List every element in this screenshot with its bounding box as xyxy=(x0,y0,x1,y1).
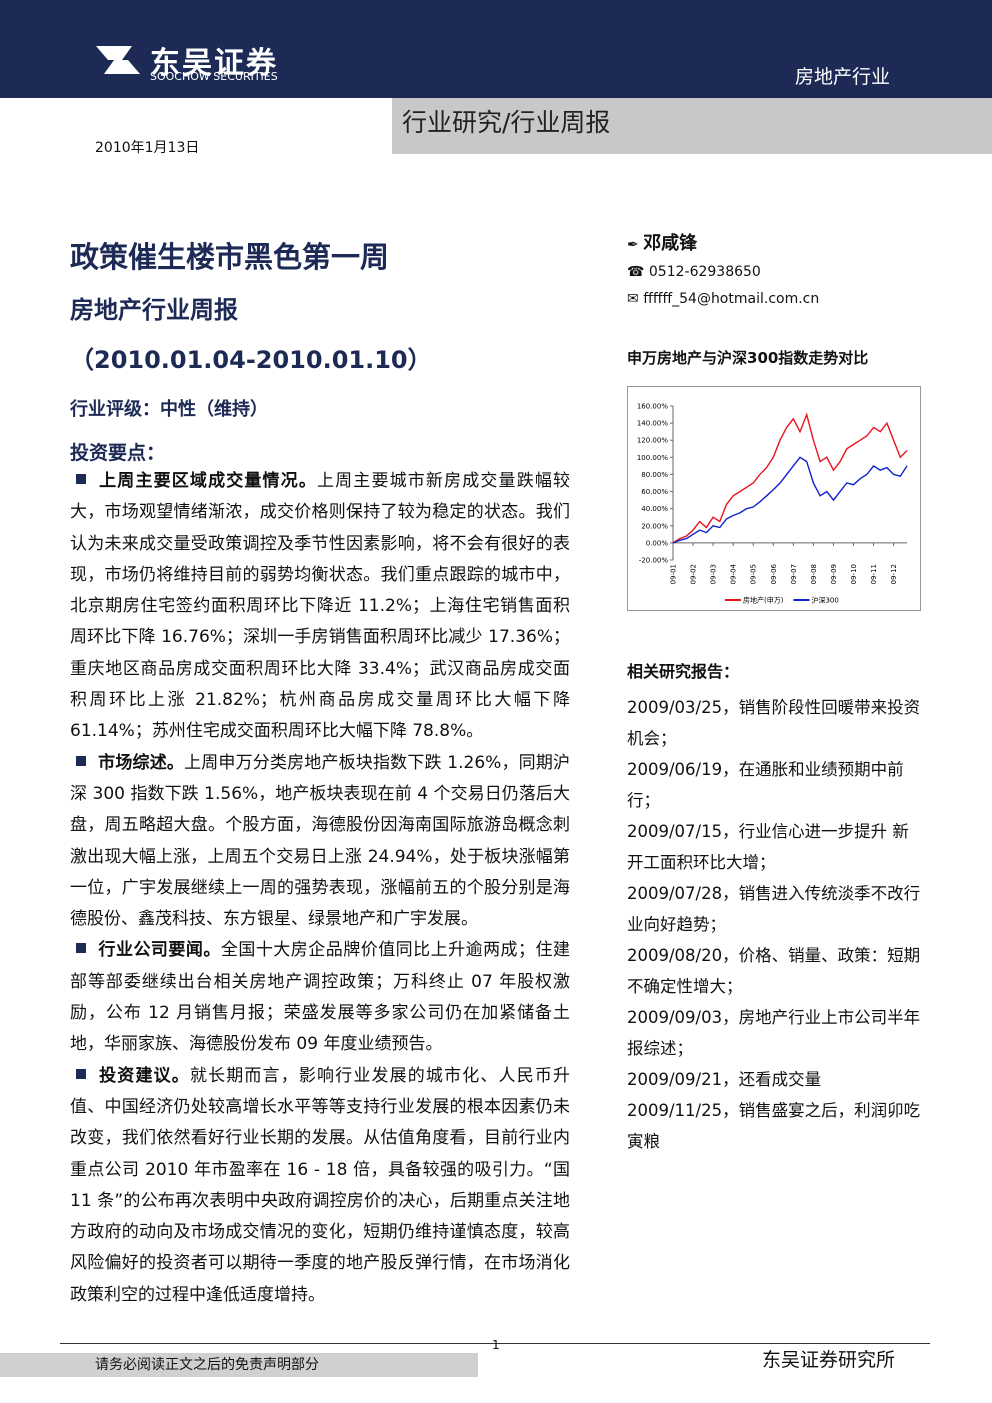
related-item: 2009/07/15，行业信心进一步提升 新开工面积环比大增； xyxy=(627,822,909,872)
x-tick-label: 09-08 xyxy=(810,564,818,584)
bullet xyxy=(76,755,86,766)
x-tick-label: 09-04 xyxy=(730,563,738,584)
legend-label: 房地产(申万) xyxy=(743,596,784,605)
y-tick-label: -20.00% xyxy=(639,557,669,565)
chart-frame xyxy=(627,386,921,611)
chart-title: 申万房地产与沪深300指数走势对比 xyxy=(627,349,869,367)
x-tick-label: 09-05 xyxy=(750,564,758,584)
y-tick-label: 160.00% xyxy=(637,403,668,411)
disclaimer: 请务必阅读正文之后的免责声明部分 xyxy=(0,1353,478,1377)
chart: -20.00% 0.00% 20.00% 40.00% 60.00% 80.00% 100.… xyxy=(627,386,921,611)
key-point-text: 全国十大房企品牌价值同比上升逾两成；住建部等部委继续出台相关房地产调控政策；万科… xyxy=(70,940,571,1055)
related-list: 2009/03/25，销售阶段性回暖带来投资机会； 2009/06/19，在通胀和… xyxy=(627,692,925,1157)
y-tick-label: 80.00% xyxy=(641,471,668,479)
x-tick-label: 09-09 xyxy=(830,564,838,584)
key-point: 市场综述。上周申万分类房地产板块指数下跌 1.26%，同期沪深 300 指数下跌… xyxy=(70,748,570,936)
key-point: 投资建议。就长期而言，影响行业发展的城市化、人民币升值、中国经济仍处较高增长水平… xyxy=(70,1061,570,1311)
related-item: 2009/08/20，价格、销量、政策：短期不确定性增大； xyxy=(627,946,921,996)
x-tick-label: 09-06 xyxy=(770,563,778,584)
key-points-heading: 投资要点： xyxy=(70,442,166,464)
header-band xyxy=(0,0,992,98)
related-item: 2009/09/21，还看成交量 xyxy=(627,1070,822,1089)
author: ✒ 邓咸锋 ☎ 0512-62938650 ✉ ffffff_54@hotmai… xyxy=(627,230,819,313)
related-item: 2009/03/25，销售阶段性回暖带来投资机会； xyxy=(627,698,921,748)
series-line xyxy=(672,456,908,544)
date: 2010年1月13日 xyxy=(95,140,200,156)
author-phone: 0512-62938650 xyxy=(648,264,761,280)
report-type-band xyxy=(392,98,992,154)
author-email: ffffff_54@hotmail.com.cn xyxy=(643,291,820,307)
key-point: 行业公司要闻。全国十大房企品牌价值同比上升逾两成；住建部等部委继续出台相关房地产… xyxy=(70,935,570,1060)
period: （2010.01.04-2010.01.10） xyxy=(70,346,432,374)
key-point-text: 就长期而言，影响行业发展的城市化、人民币升值、中国经济仍处较高增长水平等等支持行… xyxy=(70,1065,571,1305)
y-tick-label: 60.00% xyxy=(641,488,668,496)
company: 东吴证券研究所 xyxy=(762,1349,896,1371)
related-item: 2009/09/03，房地产行业上市公司半年报综述； xyxy=(627,1008,921,1058)
logo-icon xyxy=(96,46,140,74)
key-point-lead: 上周主要区域成交量情况。 xyxy=(98,471,317,491)
y-tick-label: 140.00% xyxy=(637,420,668,428)
key-points: 上周主要区域成交量情况。上周主要城市新房成交量跌幅较大，市场观望情绪渐浓，成交价… xyxy=(70,466,570,1311)
legend-label: 沪深300 xyxy=(811,596,838,605)
rating: 行业评级：中性（维持） xyxy=(70,399,268,420)
related-item: 2009/07/28，销售进入传统淡季不改行业向好趋势； xyxy=(627,884,921,934)
key-point: 上周主要区域成交量情况。上周主要城市新房成交量跌幅较大，市场观望情绪渐浓，成交价… xyxy=(70,466,570,748)
related-item: 2009/11/25，销售盛宴之后，利润卯吃寅粮 xyxy=(627,1101,921,1151)
x-tick-label: 09-03 xyxy=(710,564,718,584)
x-tick-label: 09-10 xyxy=(850,564,858,584)
report-type: 行业研究/行业周报 xyxy=(402,108,611,137)
x-tick-label: 09-12 xyxy=(890,564,898,584)
x-tick-label: 09-02 xyxy=(690,564,698,584)
bullet xyxy=(76,943,86,954)
y-tick-label: 0.00% xyxy=(646,539,669,547)
related-heading: 相关研究报告： xyxy=(627,662,740,681)
bullet xyxy=(76,1068,86,1079)
footer-line xyxy=(60,1343,930,1344)
key-point-lead: 行业公司要闻。 xyxy=(98,940,221,961)
x-tick-label: 09-01 xyxy=(670,564,678,584)
page-number: 1 xyxy=(492,1338,500,1352)
key-point-text: 上周主要城市新房成交量跌幅较大，市场观望情绪渐浓，成交价格则保持了较为稳定的状态… xyxy=(70,471,570,742)
x-tick-label: 09-07 xyxy=(790,564,798,584)
logo-text: 东吴证券 xyxy=(150,46,278,81)
x-tick-label: 09-11 xyxy=(870,564,878,584)
key-point-text: 上周申万分类房地产板块指数下跌 1.26%，同期沪深 300 指数下跌 1.56… xyxy=(70,752,570,930)
y-tick-label: 20.00% xyxy=(641,522,668,530)
subtitle: 房地产行业周报 xyxy=(70,296,238,324)
y-tick-label: 100.00% xyxy=(637,454,668,462)
sector: 房地产行业 xyxy=(795,66,891,88)
title: 政策催生楼市黑色第一周 xyxy=(70,240,390,274)
author-email-row: ✉ ffffff_54@hotmail.com.cn xyxy=(627,291,820,307)
author-name-row: ✒ 邓咸锋 xyxy=(627,233,698,254)
key-point-lead: 投资建议。 xyxy=(98,1065,190,1086)
series-line xyxy=(672,412,908,544)
key-point-lead: 市场综述。 xyxy=(98,752,185,773)
author-phone-row: ☎ 0512-62938650 xyxy=(627,264,761,280)
y-tick-label: 40.00% xyxy=(641,505,668,513)
author-name: 邓咸锋 xyxy=(643,233,698,254)
related-item: 2009/06/19，在通胀和业绩预期中前行； xyxy=(627,760,904,810)
logo-subtext: SOOCHOW SECURITIES xyxy=(150,70,278,83)
bullet xyxy=(76,474,86,484)
y-tick-label: 120.00% xyxy=(637,437,668,445)
